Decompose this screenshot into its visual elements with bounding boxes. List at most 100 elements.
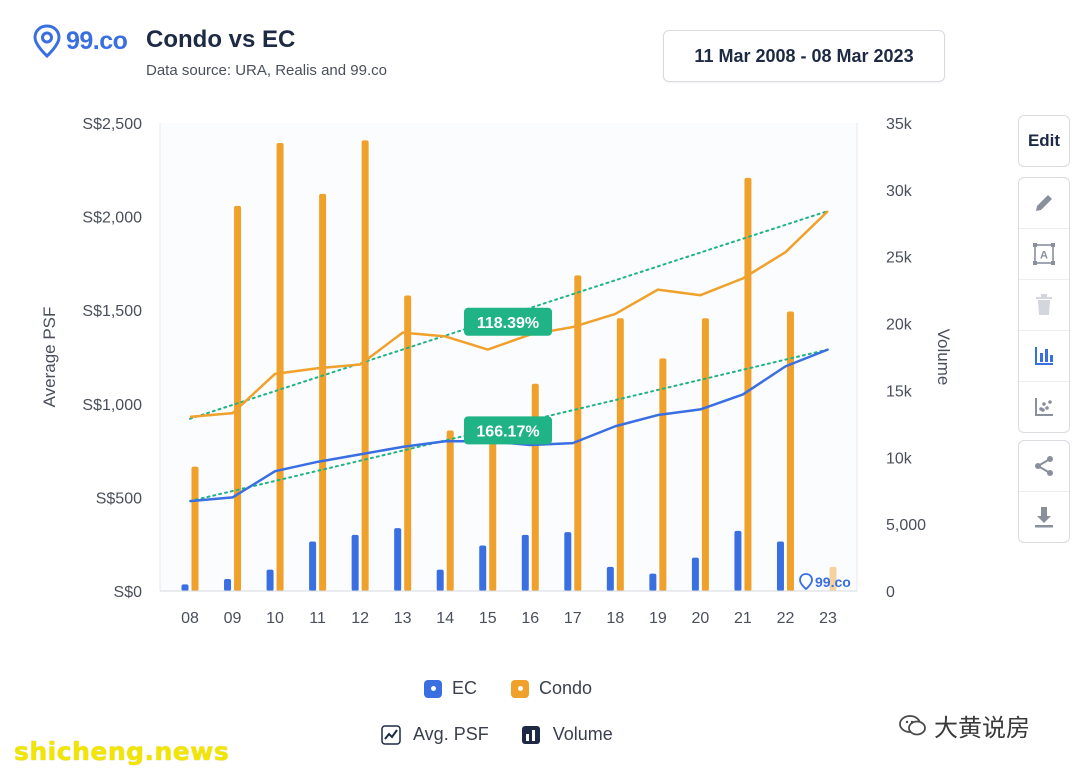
- condo-growth-badge: [464, 307, 552, 336]
- text-box-icon: A: [1033, 243, 1055, 265]
- condo-volume-bar: [191, 466, 199, 591]
- share-button[interactable]: [1019, 441, 1069, 491]
- share-icon: [1035, 456, 1053, 476]
- tools-group: A: [1018, 177, 1070, 433]
- condo-volume-bar: [744, 177, 752, 591]
- download-icon: [1035, 507, 1053, 528]
- condo-volume-bar: [276, 143, 284, 592]
- edit-button[interactable]: Edit: [1019, 116, 1069, 166]
- y-right-tick-label: 35k: [886, 116, 913, 133]
- ec-volume-bar: [436, 569, 444, 591]
- condo-volume-bar: [446, 430, 454, 591]
- y-right-tick-label: 25k: [886, 250, 913, 267]
- volume-bars: [160, 123, 857, 592]
- x-tick-label: 21: [734, 610, 752, 627]
- ec-volume-bar: [224, 578, 232, 591]
- condo-volume-bar: [701, 318, 709, 591]
- ec-volume-bar: [181, 584, 189, 591]
- logo-text: 99.co: [66, 26, 128, 55]
- data-source-subtitle: Data source: URA, Realis and 99.co: [146, 62, 387, 79]
- ec-growth-label: 166.17%: [476, 423, 539, 440]
- wechat-icon: [899, 714, 926, 735]
- pencil-button[interactable]: [1019, 178, 1069, 228]
- y-right-tick-label: 30k: [886, 183, 913, 200]
- ec-growth-badge: [464, 416, 552, 445]
- ec-volume-bar: [606, 566, 614, 591]
- edit-group: Edit: [1018, 115, 1070, 167]
- y-right-tick-label: 0: [886, 584, 895, 601]
- delete-button[interactable]: [1019, 279, 1069, 330]
- x-tick-label: 16: [521, 610, 539, 627]
- y-left-axis-title: Average PSF: [40, 307, 59, 408]
- y-left-tick-label: S$500: [96, 490, 142, 507]
- x-tick-label: 19: [649, 610, 667, 627]
- y-left-tick-label: S$2,500: [82, 116, 142, 133]
- pencil-icon: [1036, 195, 1052, 211]
- ec-volume-bar: [309, 541, 317, 591]
- ec-volume-bar: [564, 532, 572, 591]
- location-pin-icon: [33, 24, 61, 58]
- x-tick-label: 18: [606, 610, 624, 627]
- bar-chart-view-button[interactable]: [1019, 330, 1069, 381]
- y-right-tick-label: 15k: [886, 383, 913, 400]
- download-button[interactable]: [1019, 491, 1069, 542]
- trash-icon: [1036, 294, 1052, 315]
- ec-volume-bar: [691, 557, 699, 591]
- bar-chart-icon: [1035, 347, 1053, 365]
- ec-volume-bar: [351, 534, 359, 591]
- ec-legend-swatch[interactable]: [424, 679, 442, 698]
- x-tick-label: 11: [309, 610, 326, 627]
- x-tick-label: 20: [692, 610, 710, 627]
- chart-watermark-logo: 99.co: [799, 573, 851, 591]
- x-tick-label: 13: [394, 610, 412, 627]
- condo-psf-line: [189, 210, 829, 419]
- svg-text:A: A: [1040, 250, 1048, 262]
- condo-volume-bar: [829, 566, 837, 591]
- condo-volume-bar: [404, 295, 412, 591]
- avg-psf-legend-label[interactable]: Avg. PSF: [413, 724, 489, 744]
- ec-legend-label[interactable]: EC: [452, 678, 478, 698]
- volume-legend-label[interactable]: Volume: [552, 724, 613, 744]
- series-legend: EC Condo: [424, 678, 592, 699]
- condo-growth-label: 118.39%: [477, 315, 539, 332]
- x-tick-label: 09: [224, 610, 242, 627]
- condo-volume-bar: [786, 311, 794, 591]
- y-right-tick-label: 5,000: [886, 517, 926, 534]
- ec-volume-bar: [394, 528, 402, 591]
- chart-axes: S$0 S$500 S$1,000 S$1,500 S$2,000 S$2,500 0 5,0…: [40, 116, 953, 627]
- page-title: Condo vs EC: [146, 26, 296, 53]
- wechat-watermark: 大黄说房: [898, 708, 1030, 743]
- condo-volume-bar: [531, 383, 539, 591]
- wechat-watermark-text: 大黄说房: [934, 714, 1030, 742]
- x-tick-label: 23: [819, 610, 837, 627]
- x-tick-label: 10: [266, 610, 284, 627]
- brand-logo: 99.co: [32, 24, 128, 58]
- y-right-tick-label: 10k: [886, 450, 913, 467]
- location-pin-icon: [799, 573, 813, 591]
- x-tick-label: 15: [479, 610, 497, 627]
- scatter-chart-view-button[interactable]: [1019, 381, 1069, 432]
- ec-volume-bar: [649, 573, 657, 591]
- growth-annotations: 118.39% 166.17%: [464, 307, 552, 445]
- x-tick-label: 08: [181, 610, 199, 627]
- condo-volume-bar: [361, 140, 369, 591]
- y-right-tick-label: 20k: [886, 317, 913, 334]
- ec-trendline: [189, 348, 829, 503]
- text-box-button[interactable]: A: [1019, 228, 1069, 279]
- ec-volume-bar: [776, 541, 784, 591]
- condo-volume-bar: [616, 318, 624, 591]
- condo-legend-swatch[interactable]: [511, 679, 530, 698]
- line-chart-icon[interactable]: [381, 724, 401, 745]
- condo-legend-label[interactable]: Condo: [539, 678, 593, 698]
- condo-volume-bar: [659, 358, 667, 591]
- date-range-button[interactable]: 11 Mar 2008 - 08 Mar 2023: [663, 30, 945, 82]
- bar-chart-icon[interactable]: [521, 725, 541, 745]
- chart-logo-text: 99.co: [815, 574, 851, 590]
- y-left-tick-label: S$2,000: [82, 210, 142, 227]
- site-watermark: shicheng.news: [14, 737, 230, 766]
- condo-volume-bar: [234, 205, 242, 591]
- plot-background: [160, 123, 857, 591]
- y-left-tick-label: S$1,000: [82, 397, 142, 414]
- x-tick-label: 22: [777, 610, 795, 627]
